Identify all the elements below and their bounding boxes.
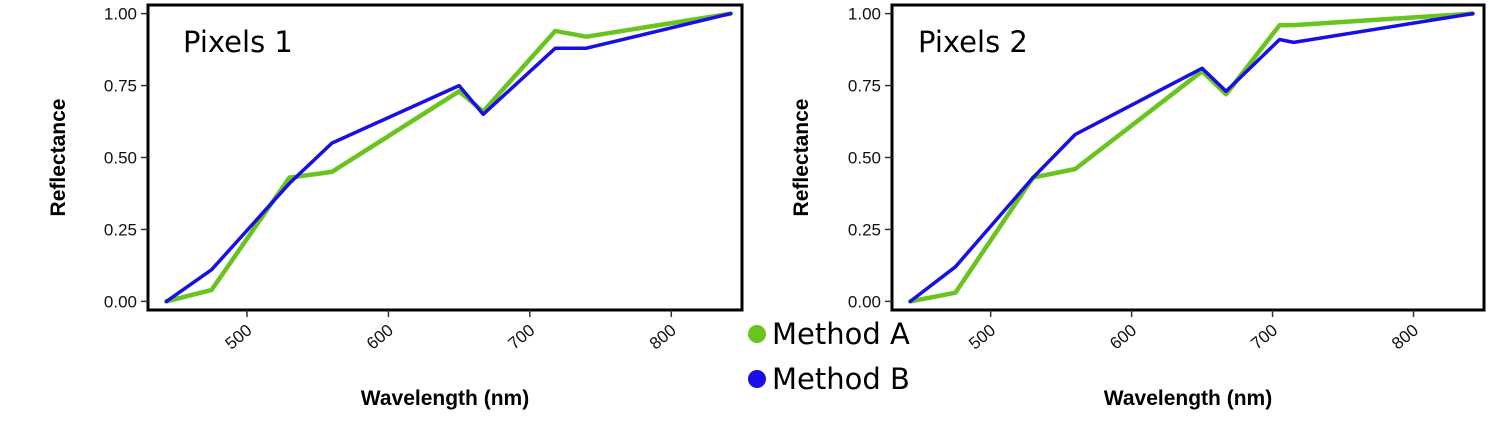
- series-line-method-a: [164, 11, 733, 304]
- y-tick-label: 0.50: [104, 149, 137, 168]
- legend: Method A Method B: [748, 317, 910, 396]
- x-tick-label: 800: [1388, 321, 1422, 354]
- x-tick-label: 500: [222, 321, 256, 354]
- y-tick-label: 0.25: [104, 220, 137, 239]
- y-tick-label: 1.00: [104, 5, 137, 24]
- x-axis-title: Wavelength (nm): [361, 387, 529, 410]
- series-line-method-a: [908, 11, 1475, 304]
- plot-frame: [890, 3, 1486, 312]
- legend-label: Method A: [772, 317, 910, 351]
- series-line-method-b: [164, 11, 733, 304]
- x-tick-label: 700: [1247, 321, 1281, 354]
- y-tick-label: 0.50: [848, 149, 881, 168]
- y-tick-label: 0.75: [848, 77, 881, 96]
- y-tick-label: 1.00: [848, 5, 881, 24]
- x-tick-label: 500: [965, 321, 999, 354]
- y-tick-label: 0.00: [848, 292, 881, 311]
- x-axis-title: Wavelength (nm): [1104, 387, 1272, 410]
- y-axis-title: Reflectance: [47, 99, 70, 217]
- legend-label: Method B: [772, 362, 910, 396]
- x-tick-label: 700: [504, 321, 538, 354]
- panel-title: Pixels 1: [183, 25, 293, 59]
- chart-panel-2: 0.00 0.25 0.50 0.75 1.00 500 600 700 800 Pixels 2…: [790, 3, 1486, 410]
- series-line-method-b: [908, 11, 1475, 304]
- y-axis-title: Reflectance: [790, 99, 813, 217]
- x-tick-label: 600: [363, 321, 397, 354]
- panel-title: Pixels 2: [918, 25, 1028, 59]
- legend-marker: [748, 370, 766, 388]
- y-tick-label: 0.00: [104, 292, 137, 311]
- plot-frame: [146, 3, 744, 312]
- x-tick-label: 600: [1106, 321, 1140, 354]
- legend-marker: [748, 325, 766, 343]
- y-tick-label: 0.25: [848, 220, 881, 239]
- x-tick-label: 800: [646, 321, 680, 354]
- y-tick-label: 0.75: [104, 77, 137, 96]
- chart-panel-1: 0.00 0.25 0.50 0.75 1.00 500 600 700 800 Pixels 1…: [47, 3, 744, 410]
